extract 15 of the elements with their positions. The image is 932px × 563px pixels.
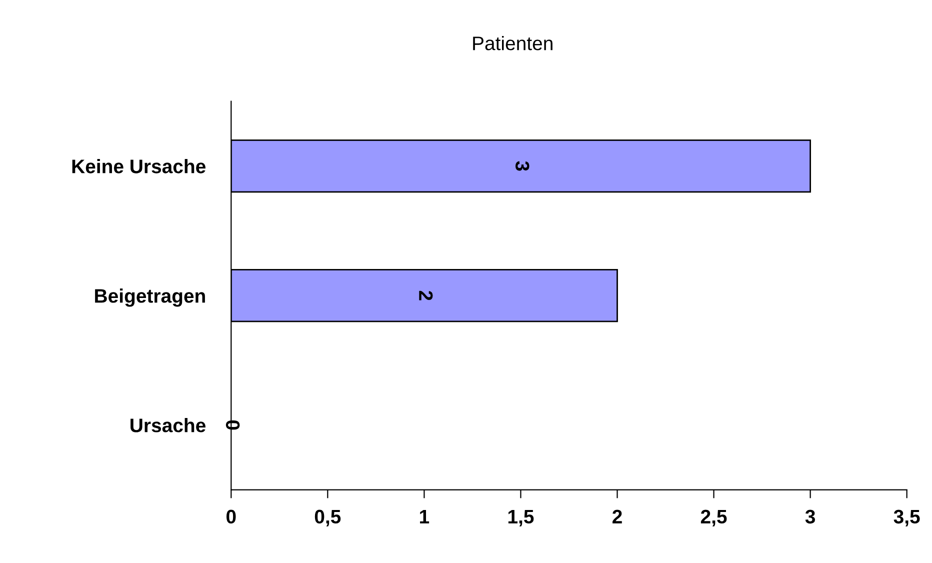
x-tick-label: 3 (805, 510, 816, 524)
x-tick-label: 1 (420, 510, 430, 524)
x-tick-label: 2,5 (700, 510, 727, 526)
x-tick-label: 0 (226, 510, 236, 524)
data-label: 0 (226, 420, 240, 430)
y-tick-label: Ursache (130, 418, 206, 432)
x-tick-label: 2 (612, 510, 622, 524)
x-tick-label: 3,5 (894, 510, 920, 526)
x-tick-label: 0,5 (314, 510, 341, 526)
y-tick-label: Beigetragen (95, 288, 205, 307)
x-tick-label: 1,5 (508, 510, 534, 526)
chart-title: Patienten (473, 36, 552, 50)
data-label: 2 (419, 290, 433, 300)
data-label: 3 (515, 161, 530, 171)
y-tick-label: Keine Ursache (72, 159, 206, 174)
